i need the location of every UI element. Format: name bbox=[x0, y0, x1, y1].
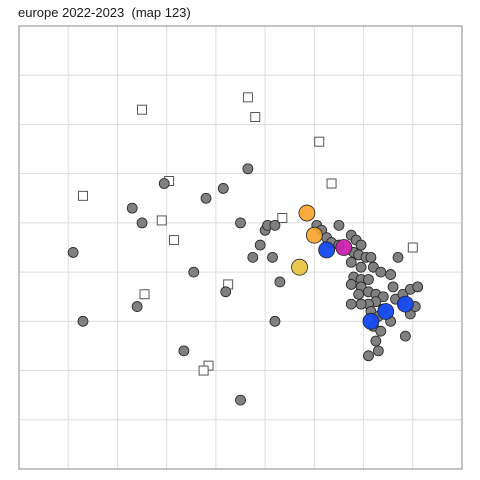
gray-circle-point bbox=[375, 325, 387, 337]
open-square-point bbox=[137, 104, 148, 115]
orange-circle-point bbox=[305, 226, 323, 244]
gray-circle-point bbox=[399, 330, 411, 342]
gray-circle-point bbox=[387, 281, 399, 293]
gray-circle-point bbox=[269, 219, 281, 231]
blue-circle-point bbox=[377, 303, 395, 320]
gray-circle-point bbox=[370, 335, 382, 347]
blue-circle-point bbox=[362, 312, 380, 330]
gray-circle-point bbox=[363, 274, 374, 285]
gray-circle-point bbox=[242, 163, 254, 175]
open-square-point bbox=[326, 178, 337, 189]
gray-circle-point bbox=[235, 217, 246, 229]
gray-circle-point bbox=[136, 217, 148, 229]
gray-circle-point bbox=[372, 345, 384, 357]
open-square-point bbox=[250, 112, 261, 123]
open-square-point bbox=[78, 190, 88, 201]
open-square-point bbox=[242, 92, 253, 103]
gray-circle-point bbox=[126, 202, 138, 214]
panel-border bbox=[18, 25, 463, 470]
gray-circle-point bbox=[367, 261, 379, 273]
gray-circle-point bbox=[247, 251, 259, 263]
open-square-point bbox=[139, 289, 150, 300]
open-square-point bbox=[407, 242, 418, 253]
gray-circle-point bbox=[355, 298, 367, 310]
gray-circle-point bbox=[200, 192, 212, 204]
data-points bbox=[67, 92, 424, 406]
gray-circle-point bbox=[392, 251, 404, 263]
blue-circle-point bbox=[318, 241, 336, 259]
gray-circle-point bbox=[363, 350, 374, 362]
gray-circle-point bbox=[235, 394, 246, 406]
gray-circle-point bbox=[412, 281, 424, 293]
chart-title: europe 2022-2023 (map 123) bbox=[18, 5, 191, 20]
blue-circle-point bbox=[396, 295, 414, 313]
gray-circle-point bbox=[254, 239, 266, 251]
yellow-circle-point bbox=[291, 258, 308, 276]
gray-circle-point bbox=[267, 251, 278, 263]
gray-circle-point bbox=[385, 269, 397, 280]
gray-circle-point bbox=[178, 345, 190, 357]
orange-circle-point bbox=[298, 204, 316, 222]
gray-circle-point bbox=[353, 288, 365, 300]
gray-circle-point bbox=[188, 266, 200, 278]
open-square-point bbox=[169, 235, 180, 246]
gray-circle-point bbox=[355, 239, 367, 251]
gray-circle-point bbox=[365, 251, 377, 263]
open-square-point bbox=[314, 136, 325, 147]
gray-circle-point bbox=[345, 279, 357, 290]
gray-circle-point bbox=[355, 261, 367, 273]
gray-circle-point bbox=[220, 286, 232, 298]
gray-circle-point bbox=[375, 266, 387, 278]
gray-circle-point bbox=[377, 291, 389, 303]
gray-circle-point bbox=[345, 256, 357, 268]
gray-circle-point bbox=[131, 301, 143, 312]
gray-circle-point bbox=[67, 247, 79, 258]
gray-circle-point bbox=[345, 298, 357, 310]
open-square-point bbox=[277, 213, 288, 223]
open-square-point bbox=[156, 215, 167, 226]
gray-circle-point bbox=[333, 219, 345, 231]
open-square-point bbox=[198, 365, 209, 376]
gray-circle-point bbox=[274, 276, 286, 288]
magenta-circle-point bbox=[335, 239, 353, 256]
gray-circle-point bbox=[158, 178, 170, 189]
gray-circle-point bbox=[269, 315, 281, 327]
gray-circle-point bbox=[77, 315, 89, 327]
gray-circle-point bbox=[217, 183, 229, 194]
